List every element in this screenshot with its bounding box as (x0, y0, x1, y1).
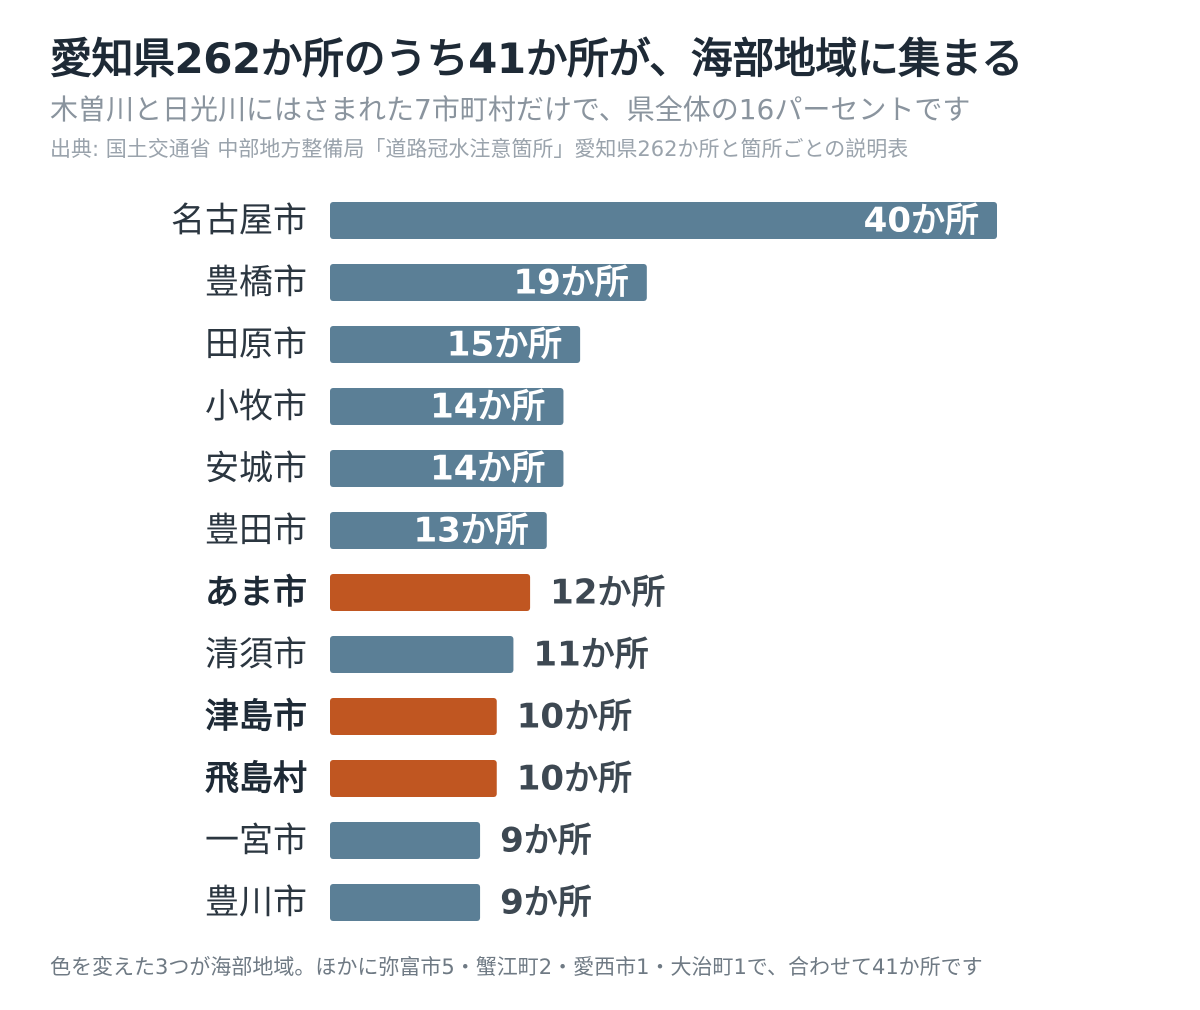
bar-row: 豊田市 13か所 (205, 511, 547, 551)
category-label: 津島市 (205, 697, 307, 737)
value-label: 9か所 (500, 821, 592, 861)
bar (330, 202, 997, 239)
bar-row: 豊川市 9か所 (205, 883, 592, 923)
value-label: 14か所 (430, 449, 545, 489)
value-label: 13か所 (413, 511, 528, 551)
value-label: 14か所 (430, 387, 545, 427)
category-label: 豊橋市 (205, 263, 307, 303)
value-label: 10か所 (517, 697, 632, 737)
category-label: 飛島村 (205, 759, 307, 799)
bar-row: 津島市 10か所 (205, 697, 632, 737)
category-label: あま市 (205, 573, 307, 613)
bar-row: 豊橋市 19か所 (205, 263, 647, 303)
chart-header: 愛知県262か所のうち41か所が、海部地域に集まる 木曽川と日光川にはさまれた7… (50, 30, 1170, 164)
bar-row: あま市 12か所 (205, 573, 665, 613)
bar-row: 名古屋市 40か所 (171, 201, 997, 241)
category-label: 豊田市 (205, 511, 307, 551)
category-label: 名古屋市 (171, 201, 307, 241)
value-label: 11か所 (533, 635, 648, 675)
bar-highlighted (330, 760, 497, 797)
bar-row: 飛島村 10か所 (205, 759, 632, 799)
category-label: 清須市 (205, 635, 307, 675)
value-label: 9か所 (500, 883, 592, 923)
bar-row: 小牧市 14か所 (205, 387, 564, 427)
bar (330, 512, 547, 549)
category-label: 一宮市 (205, 821, 307, 861)
bar (330, 326, 581, 363)
bar (330, 450, 564, 487)
footnote: 色を変えた3つが海部地域。ほかに弥富市5・蟹江町2・愛西市1・大治町1で、合わせ… (50, 955, 983, 979)
bar-row: 田原市 15か所 (205, 325, 581, 365)
bar-highlighted (330, 574, 531, 611)
value-label: 19か所 (513, 263, 628, 303)
bar-highlighted (330, 698, 497, 735)
bar-row: 安城市 14か所 (205, 449, 564, 489)
category-label: 田原市 (205, 325, 307, 365)
value-label: 10か所 (517, 759, 632, 799)
bar-row: 清須市 11か所 (205, 635, 649, 675)
chart-source: 出典: 国土交通省 中部地方整備局「道路冠水注意箇所」愛知県262か所と箇所ごと… (50, 137, 909, 161)
value-label: 12か所 (550, 573, 665, 613)
bar-row: 一宮市 9か所 (205, 821, 592, 861)
category-label: 小牧市 (205, 387, 307, 427)
bar (330, 388, 564, 425)
chart-subtitle: 木曽川と日光川にはさまれた7市町村だけで、県全体の16パーセントです (50, 93, 971, 126)
chart-title: 愛知県262か所のうち41か所が、海部地域に集まる (50, 34, 1023, 83)
value-label: 15か所 (447, 325, 562, 365)
bar (330, 884, 481, 921)
bar (330, 636, 514, 673)
bar (330, 822, 481, 859)
category-label: 安城市 (205, 449, 307, 489)
bar (330, 264, 647, 301)
value-label: 40か所 (864, 201, 979, 241)
category-label: 豊川市 (205, 883, 307, 923)
